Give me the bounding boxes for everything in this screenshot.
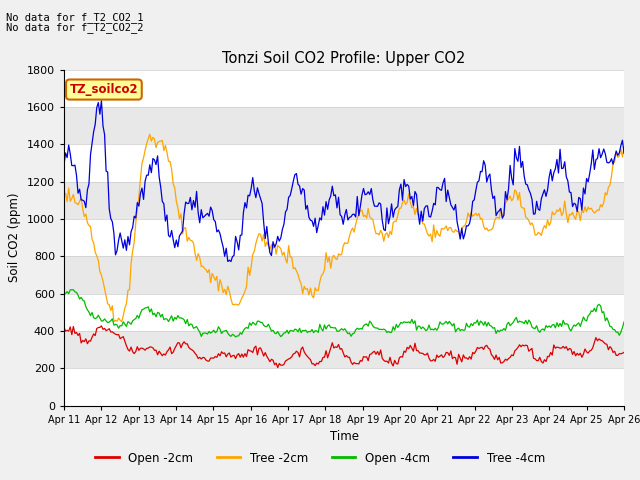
Bar [64, 107, 624, 144]
Text: No data for f_T2_CO2_1: No data for f_T2_CO2_1 [6, 12, 144, 23]
Bar [64, 331, 624, 368]
X-axis label: Time: Time [330, 430, 358, 443]
Text: TZ_soilco2: TZ_soilco2 [70, 83, 138, 96]
Y-axis label: Soil CO2 (ppm): Soil CO2 (ppm) [8, 193, 21, 282]
Text: No data for f_T2_CO2_2: No data for f_T2_CO2_2 [6, 22, 144, 33]
Title: Tonzi Soil CO2 Profile: Upper CO2: Tonzi Soil CO2 Profile: Upper CO2 [222, 51, 466, 66]
Bar [64, 256, 624, 294]
Legend: Open -2cm, Tree -2cm, Open -4cm, Tree -4cm: Open -2cm, Tree -2cm, Open -4cm, Tree -4… [90, 447, 550, 469]
Bar [64, 181, 624, 219]
